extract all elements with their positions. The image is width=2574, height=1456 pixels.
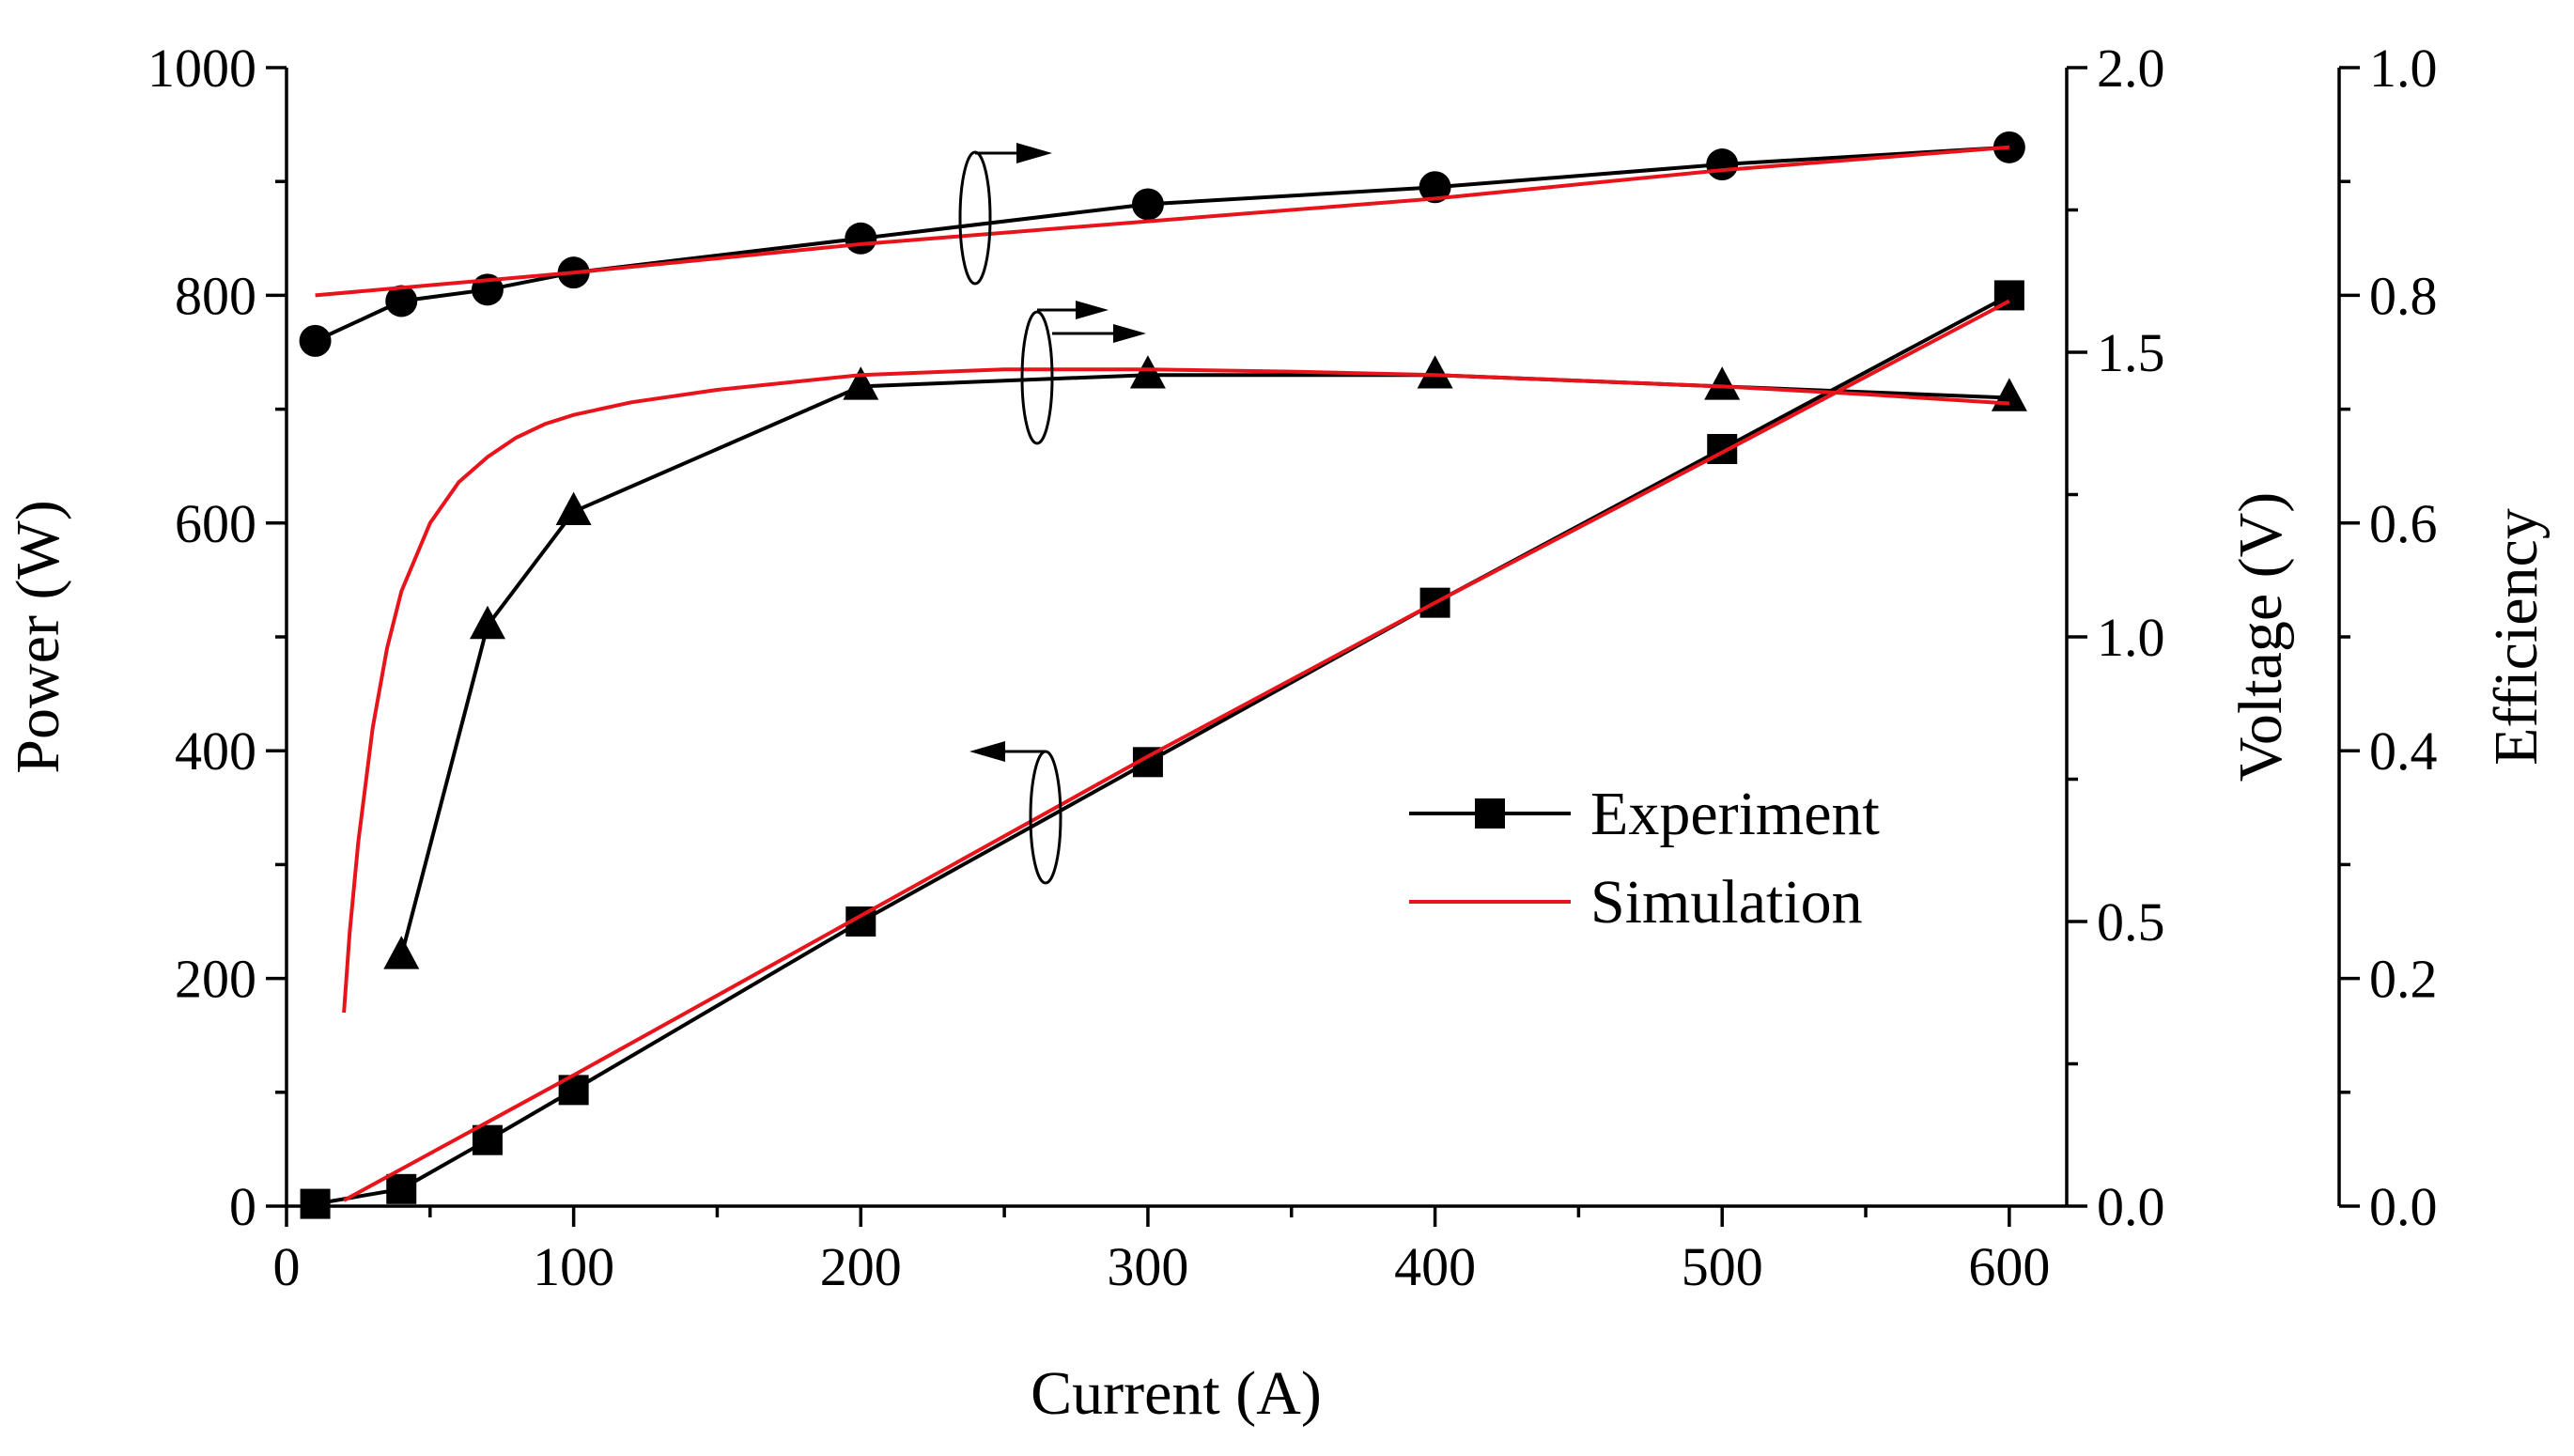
series-layer — [299, 131, 2027, 1219]
voltage-tick-label: 0.0 — [2097, 1176, 2165, 1237]
voltage-tick-label: 0.5 — [2097, 891, 2165, 953]
experiment-voltage-point — [1131, 188, 1164, 221]
x-tick-label: 200 — [820, 1236, 902, 1297]
power-tick-label: 0 — [229, 1176, 256, 1237]
experiment-voltage-point — [1706, 148, 1739, 181]
experiment-voltage-line — [314, 145, 2010, 343]
x-tick-label: 500 — [1682, 1236, 1763, 1297]
simulation-voltage-line — [315, 145, 2010, 298]
experiment-efficiency-point — [555, 491, 592, 525]
simulation-efficiency-line — [342, 367, 2010, 1014]
power-tick-label: 800 — [175, 265, 256, 326]
power-tick-label: 600 — [175, 493, 256, 554]
efficiency-ticks: 0.0 0.2 0.4 0.6 0.8 1.0 — [2339, 38, 2438, 1237]
efficiency-tick-label: 0.6 — [2369, 493, 2438, 554]
legend-experiment-label: Experiment — [1590, 780, 1880, 848]
experiment-efficiency-point — [1129, 355, 1166, 389]
experiment-voltage-point — [299, 324, 332, 357]
experiment-efficiency-point — [1704, 366, 1741, 400]
efficiency-annotation — [1020, 301, 1146, 445]
experiment-efficiency-point — [470, 605, 505, 640]
voltage-tick-label: 1.5 — [2097, 322, 2165, 383]
voltage-axis-title: Voltage (V) — [2226, 492, 2295, 782]
experiment-efficiency-point — [843, 366, 879, 400]
experiment-voltage-point — [1419, 171, 1451, 204]
power-tick-label: 400 — [175, 720, 256, 782]
power-annotation — [969, 741, 1062, 885]
legend-experiment-marker — [1475, 798, 1505, 829]
experiment-power-point — [472, 1124, 503, 1155]
experiment-efficiency-point — [383, 936, 420, 969]
x-tick-label: 400 — [1394, 1236, 1476, 1297]
experiment-efficiency-point — [1417, 355, 1453, 389]
x-tick-label: 0 — [273, 1236, 301, 1297]
experiment-power-point — [300, 1188, 331, 1219]
experiment-power-point — [386, 1173, 417, 1204]
x-tick-label: 300 — [1107, 1236, 1188, 1297]
voltage-tick-label: 1.0 — [2097, 607, 2165, 668]
power-tick-label: 1000 — [147, 38, 256, 99]
voltage-tick-label: 2.0 — [2097, 38, 2165, 99]
efficiency-tick-label: 0.8 — [2369, 265, 2438, 326]
efficiency-axis-title: Efficiency — [2482, 508, 2551, 766]
x-tick-label: 600 — [1968, 1236, 2050, 1297]
x-axis-title: Current (A) — [1031, 1359, 1322, 1428]
efficiency-tick-label: 0.4 — [2369, 720, 2438, 782]
power-ticks: 0 200 400 600 800 1000 — [147, 38, 287, 1237]
efficiency-tick-label: 0.2 — [2369, 949, 2438, 1010]
power-axis-title: Power (W) — [4, 500, 72, 773]
legend-simulation-label: Simulation — [1590, 868, 1863, 937]
efficiency-tick-label: 0.0 — [2369, 1176, 2438, 1237]
voltage-ticks: 0.0 0.5 1.0 1.5 2.0 — [2067, 38, 2165, 1237]
power-tick-label: 200 — [175, 949, 256, 1010]
simulation-power-line — [343, 299, 2010, 1202]
legend: Experiment Simulation — [1409, 780, 1880, 937]
experiment-efficiency-point — [1991, 378, 2027, 411]
x-tick-label: 100 — [533, 1236, 614, 1297]
x-ticks: 0 100 200 300 400 500 600 — [273, 1206, 2050, 1297]
experiment-voltage-point — [385, 285, 418, 318]
voltage-annotation — [958, 143, 1052, 286]
experiment-voltage-point — [845, 222, 877, 255]
efficiency-tick-label: 1.0 — [2369, 38, 2438, 99]
